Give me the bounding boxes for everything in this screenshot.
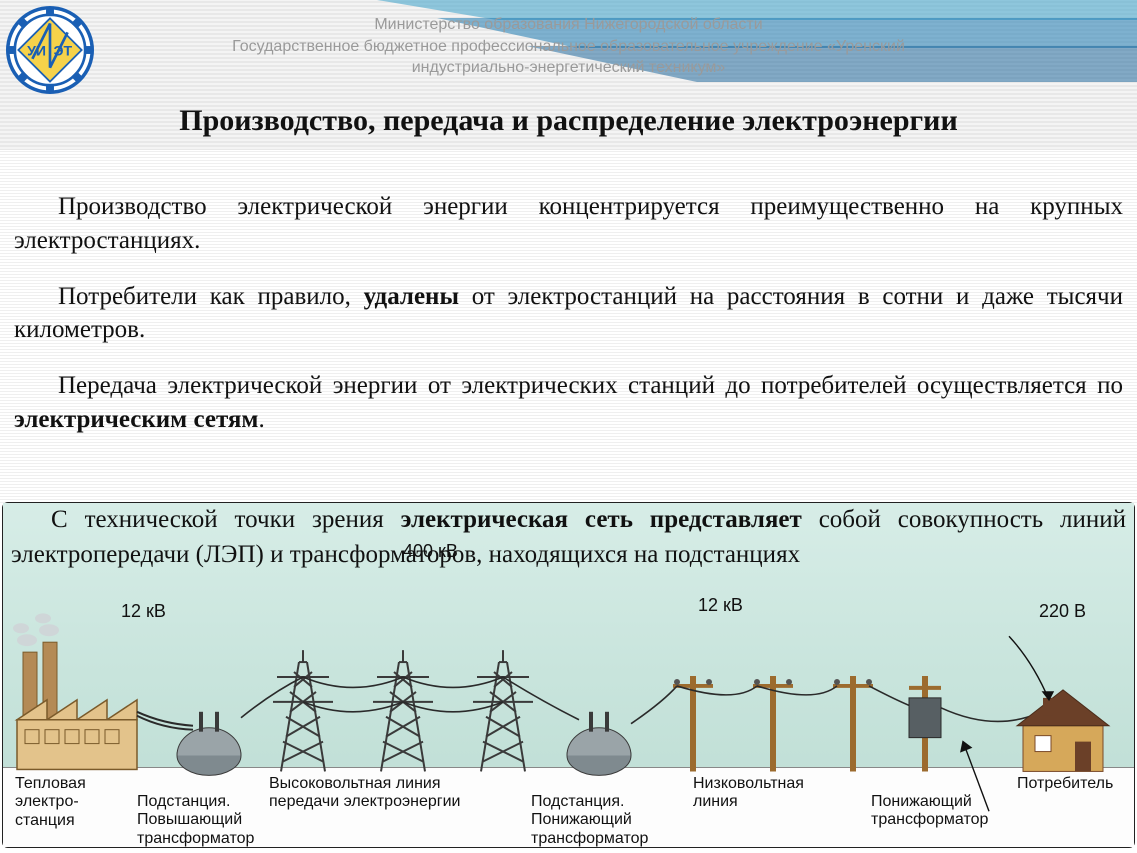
p3-a: Передача электрической энергии от электр… (58, 372, 1123, 399)
voltage-220v: 220 В (1039, 601, 1086, 622)
paragraph-4-overlay: С технической точки зрения электрическая… (11, 503, 1126, 572)
power-plant-icon (13, 613, 137, 769)
caption-substation-down: Подстанция. Понижающий трансформатор (531, 793, 648, 848)
p2-bold: удалены (364, 283, 459, 310)
hv-tower-3 (473, 650, 533, 771)
body-text: Производство электрической энергии конце… (14, 172, 1123, 437)
p2-a: Потребители как правило, (58, 283, 364, 310)
paragraph-3: Передача электрической энергии от электр… (14, 369, 1123, 437)
slide-title: Производство, передача и распределение э… (0, 104, 1137, 138)
voltage-12kv-left: 12 кВ (121, 601, 166, 622)
p3-bold: электрическим сетям (14, 406, 258, 433)
caption-substation-up: Подстанция. Повышающий трансформатор (137, 793, 254, 848)
distribution-transformer-icon (909, 676, 941, 771)
ministry-line-2: Государственное бюджетное профессиональн… (100, 36, 1037, 58)
paragraph-1: Производство электрической энергии конце… (14, 190, 1123, 258)
ministry-line-1: Министерство образования Нижегородской о… (100, 14, 1037, 36)
paragraph-2: Потребители как правило, удалены от элек… (14, 280, 1123, 348)
lv-pole-3 (833, 676, 873, 771)
voltage-12kv-right: 12 кВ (698, 595, 743, 616)
caption-consumer: Потребитель (1017, 775, 1113, 793)
hv-tower-1 (273, 650, 333, 771)
substation-step-down-icon (567, 712, 631, 776)
caption-step-down-xformer: Понижающий трансформатор (871, 793, 988, 830)
p4-a: С технической точки зрения (51, 506, 401, 533)
caption-hv-line: Высоковольтная линия передачи электроэне… (269, 775, 460, 812)
ministry-line-3: индустриально-энергетический техникум» (100, 57, 1037, 79)
p4-bold: электрическая сеть представляет (401, 506, 802, 533)
caption-lv-line: Низковольтная линия (693, 775, 804, 812)
p3-b: . (258, 406, 264, 433)
substation-step-up-icon (177, 712, 241, 776)
caption-power-plant: Тепловая электро- станция (15, 775, 86, 830)
ministry-header: Министерство образования Нижегородской о… (0, 14, 1137, 79)
power-grid-diagram: С технической точки зрения электрическая… (2, 502, 1135, 848)
consumer-house-icon (1017, 690, 1109, 772)
hv-tower-2 (373, 650, 433, 771)
